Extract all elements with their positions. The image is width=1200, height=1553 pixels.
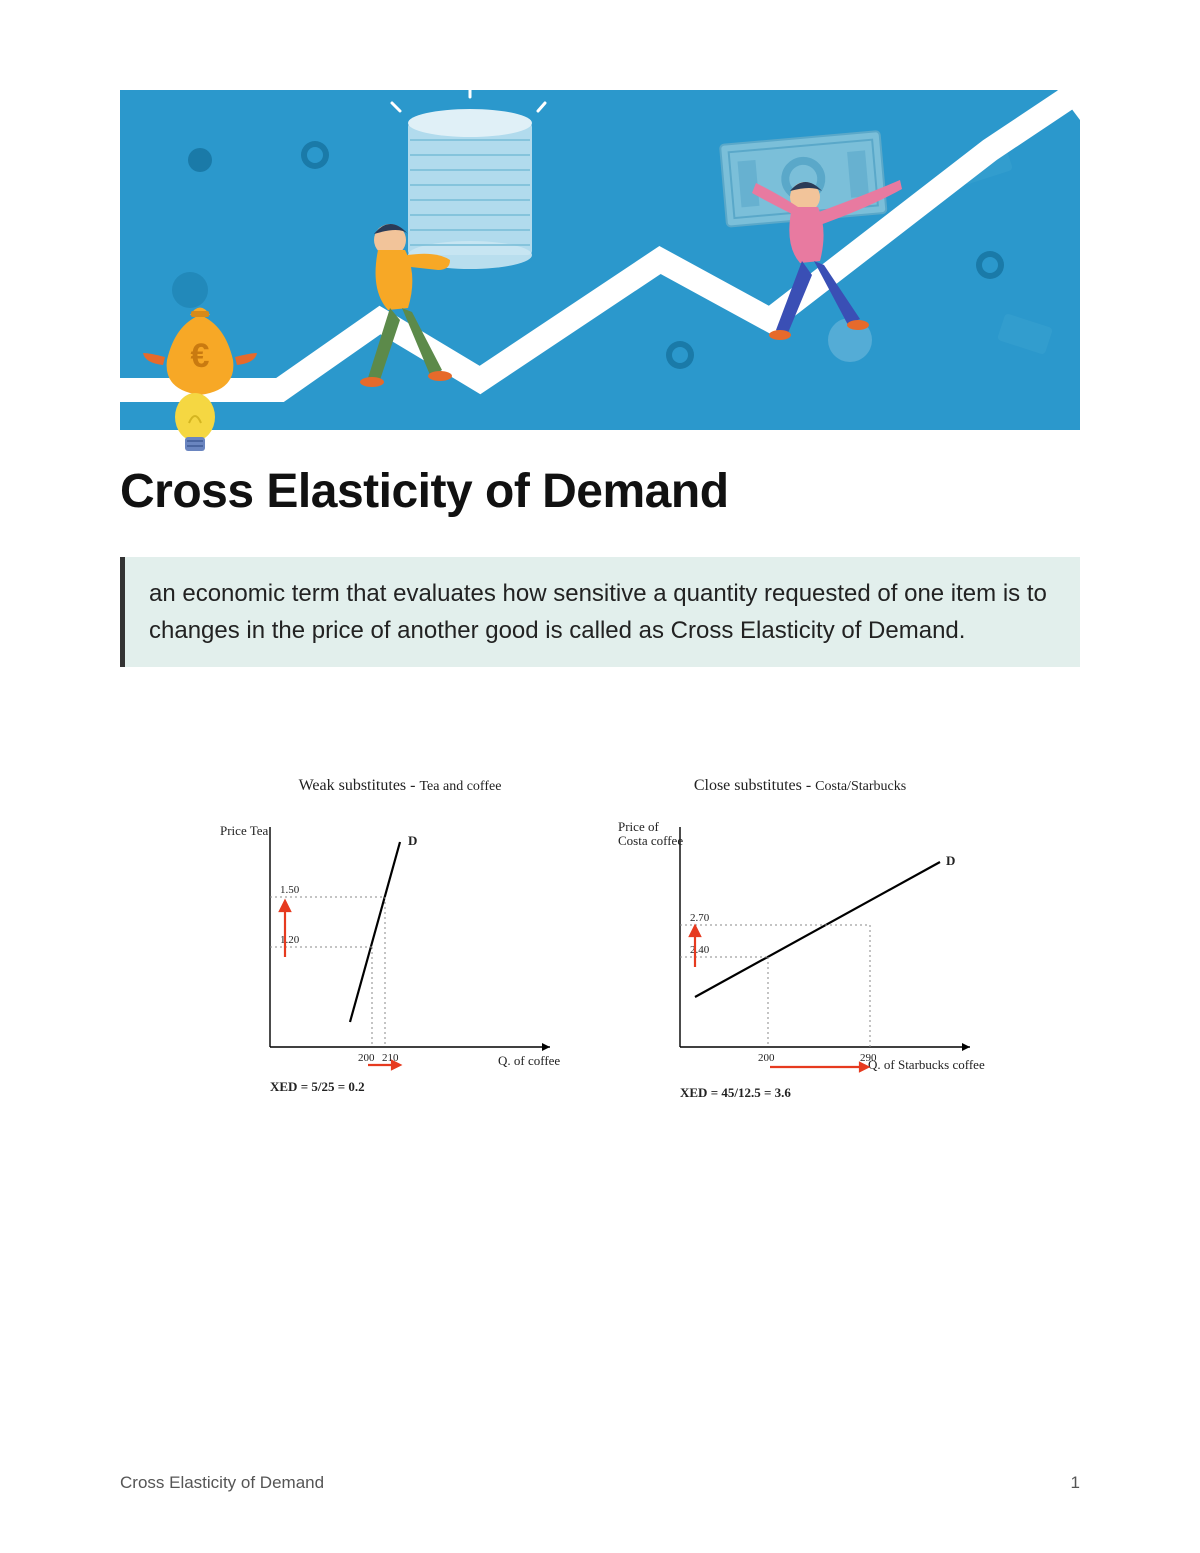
hero-svg: € xyxy=(120,90,1080,460)
chart-right-xtick-1: 290 xyxy=(860,1052,877,1064)
chart-left-xtick-0: 200 xyxy=(358,1052,375,1064)
chart-right-ytick-0: 2.70 xyxy=(690,912,710,924)
chart-left-svg: Price Tea Q. of coffee D 1.50 1.20 200 2… xyxy=(210,807,590,1097)
callout-text: an economic term that evaluates how sens… xyxy=(149,580,1047,644)
chart-right-svg: Price of Costa coffee Q. of Starbucks co… xyxy=(610,807,990,1107)
page-footer: Cross Elasticity of Demand 1 xyxy=(120,1473,1080,1493)
chart-left-title-main: Weak substitutes - xyxy=(299,777,420,794)
chart-close-substitutes: Close substitutes - Costa/Starbucks Pric… xyxy=(610,777,990,1112)
chart-right-xtick-0: 200 xyxy=(758,1052,775,1064)
chart-left-title-sub: Tea and coffee xyxy=(419,779,501,794)
chart-left-xlabel: Q. of coffee xyxy=(498,1053,560,1068)
chart-left-formula: XED = 5/25 = 0.2 xyxy=(270,1079,365,1094)
euro-symbol: € xyxy=(191,337,210,375)
chart-right-d-label: D xyxy=(946,853,955,868)
chart-right-formula: XED = 45/12.5 = 3.6 xyxy=(680,1085,791,1100)
definition-callout: an economic term that evaluates how sens… xyxy=(120,557,1080,667)
chart-left-ytick-1: 1.20 xyxy=(280,934,300,946)
chart-left-title: Weak substitutes - Tea and coffee xyxy=(210,777,590,795)
page-number: 1 xyxy=(1071,1473,1080,1493)
chart-right-title-main: Close substitutes - xyxy=(694,777,815,794)
footer-title: Cross Elasticity of Demand xyxy=(120,1473,324,1493)
chart-right-xlabel: Q. of Starbucks coffee xyxy=(868,1057,985,1072)
chart-weak-substitutes: Weak substitutes - Tea and coffee Price … xyxy=(210,777,590,1112)
chart-right-ylabel: Price of Costa coffee xyxy=(618,819,683,848)
page-title: Cross Elasticity of Demand xyxy=(120,464,1080,519)
chart-right-ytick-1: 2.40 xyxy=(690,944,710,956)
hero-banner: € xyxy=(120,90,1080,430)
chart-left-d-label: D xyxy=(408,833,417,848)
chart-right-title-sub: Costa/Starbucks xyxy=(815,779,906,794)
chart-left-ytick-0: 1.50 xyxy=(280,884,300,896)
charts-container: Weak substitutes - Tea and coffee Price … xyxy=(120,777,1080,1112)
chart-right-title: Close substitutes - Costa/Starbucks xyxy=(610,777,990,795)
chart-left-ylabel: Price Tea xyxy=(220,823,269,838)
